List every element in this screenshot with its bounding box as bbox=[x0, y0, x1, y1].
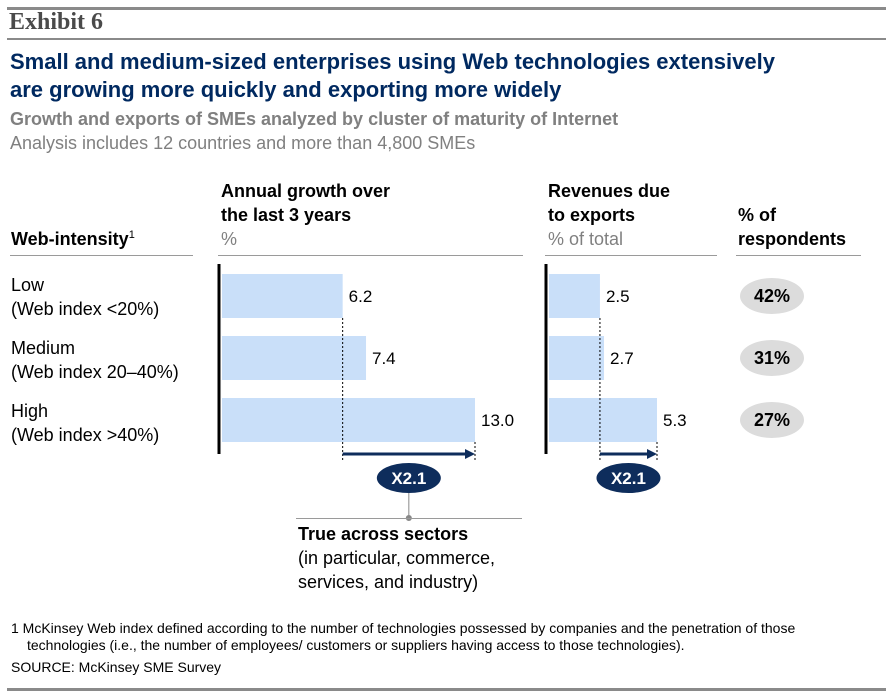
row-high-name: High bbox=[11, 401, 49, 421]
growth-title-line-1: Annual growth over bbox=[221, 181, 391, 201]
title-line-2: are growing more quickly and exporting m… bbox=[10, 77, 562, 102]
row-medium-range: (Web index 20–40%) bbox=[11, 362, 179, 382]
row-header-sup: 1 bbox=[128, 229, 135, 241]
growth-value-label-high: 13.0 bbox=[481, 411, 514, 430]
title-line-1: Small and medium-sized enterprises using… bbox=[10, 49, 775, 74]
growth-unit: % bbox=[221, 229, 238, 249]
footnote-line-2: technologies (i.e., the number of employ… bbox=[27, 637, 685, 653]
row-low-name: Low bbox=[11, 275, 45, 295]
row-label-low: Low (Web index <20%) bbox=[11, 273, 159, 321]
title-rule bbox=[7, 38, 886, 40]
exhibit-label: Exhibit 6 bbox=[9, 9, 104, 35]
respondents-pill-low: 42% bbox=[740, 278, 804, 314]
growth-value-label-medium: 7.4 bbox=[372, 349, 396, 368]
note-line-1: (in particular, commerce, bbox=[298, 548, 496, 568]
growth-title-line-2: the last 3 years bbox=[221, 205, 352, 225]
respondents-header-line-1: % of bbox=[738, 205, 776, 225]
growth-bar-high bbox=[222, 398, 475, 442]
exports-multiplier-arrowhead bbox=[647, 449, 657, 459]
growth-bar-medium bbox=[222, 336, 367, 380]
subtitle-2: Analysis includes 12 countries and more … bbox=[10, 133, 476, 153]
respondents-header-line-2: respondents bbox=[738, 229, 847, 249]
exports-title-line-2: to exports bbox=[548, 205, 636, 225]
row-header: Web-intensity1 bbox=[11, 229, 135, 250]
row-low-range: (Web index <20%) bbox=[11, 299, 160, 319]
exports-value-label-medium: 2.7 bbox=[610, 349, 634, 368]
row-header-text: Web-intensity bbox=[11, 229, 129, 249]
exports-unit: % of total bbox=[548, 229, 624, 249]
row-label-medium: Medium (Web index 20–40%) bbox=[11, 336, 179, 384]
footnote-line-1: 1 McKinsey Web index defined according t… bbox=[11, 620, 796, 636]
bottom-rule bbox=[7, 688, 886, 691]
growth-multiplier-badge bbox=[376, 463, 441, 493]
growth-multiplier-arrowhead bbox=[465, 449, 475, 459]
exports-value-label-high: 5.3 bbox=[663, 411, 687, 430]
exports-header-underline bbox=[545, 255, 717, 256]
exports-bar-high bbox=[549, 398, 657, 442]
subtitle: Growth and exports of SMEs analyzed by c… bbox=[10, 109, 619, 129]
respondents-pill-high: 27% bbox=[740, 402, 804, 438]
growth-multiplier-label: X2.1 bbox=[391, 469, 426, 488]
exports-title-line-1: Revenues due bbox=[548, 181, 671, 201]
top-rule bbox=[7, 7, 886, 10]
exports-bar-medium bbox=[549, 336, 605, 380]
respondents-pill-medium: 31% bbox=[740, 340, 804, 376]
row-label-high: High (Web index >40%) bbox=[11, 399, 159, 447]
respondents-header-underline bbox=[736, 255, 861, 256]
growth-bar-low bbox=[222, 274, 343, 318]
exports-multiplier-label: X2.1 bbox=[611, 469, 646, 488]
growth-header-underline bbox=[218, 255, 523, 256]
exports-multiplier-badge bbox=[596, 463, 661, 493]
note-line-2: services, and industry) bbox=[298, 572, 479, 592]
exports-value-label-low: 2.5 bbox=[606, 287, 630, 306]
row-high-range: (Web index >40%) bbox=[11, 425, 160, 445]
source: SOURCE: McKinsey SME Survey bbox=[11, 659, 222, 675]
row-medium-name: Medium bbox=[11, 338, 76, 358]
note-separator bbox=[296, 518, 522, 519]
row-header-underline bbox=[10, 255, 193, 256]
growth-value-label-low: 6.2 bbox=[349, 287, 373, 306]
exports-bar-low bbox=[549, 274, 600, 318]
note-title: True across sectors bbox=[298, 524, 469, 544]
